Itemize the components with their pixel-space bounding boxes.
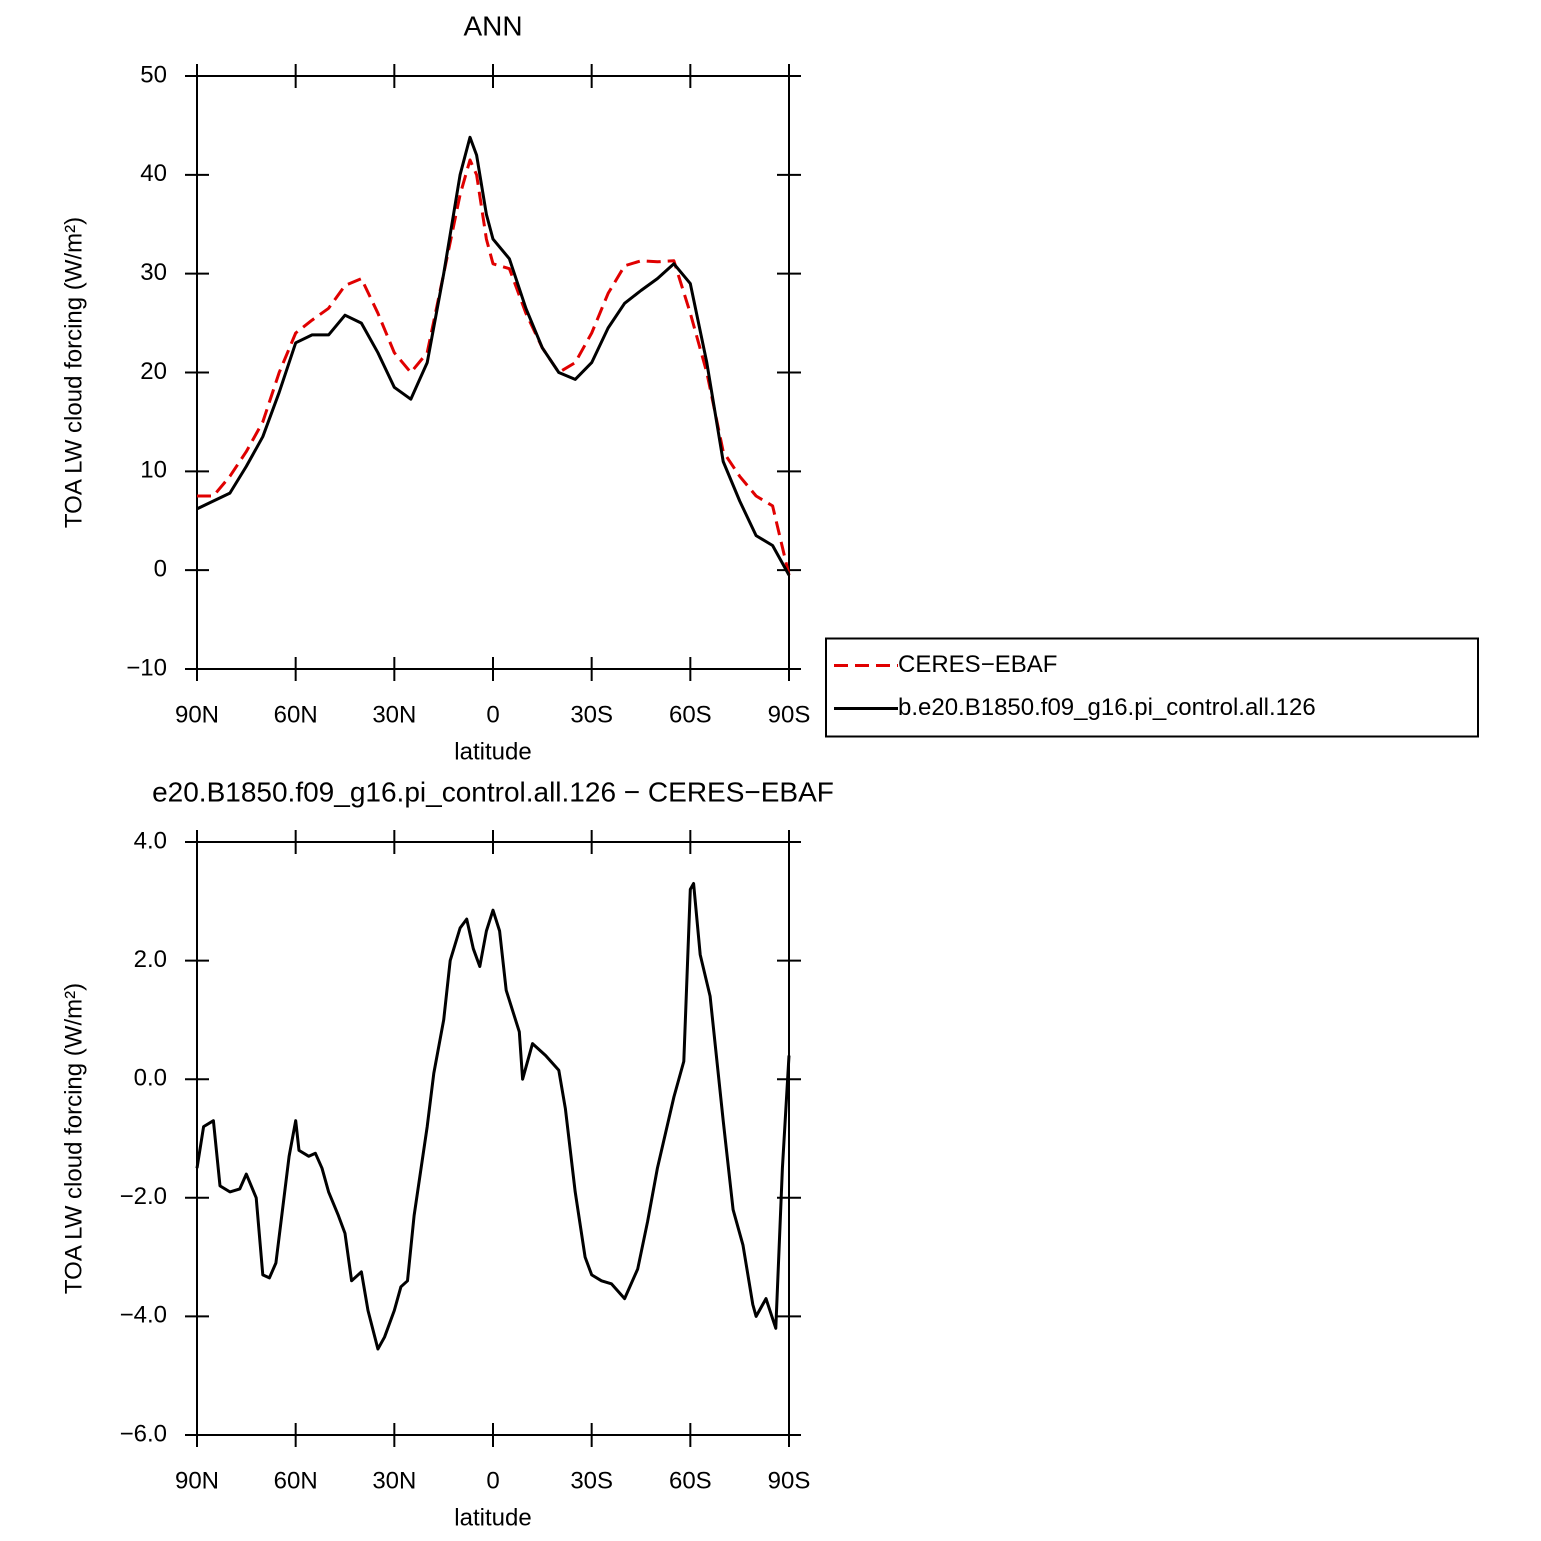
x-tick-label: 0 [486, 701, 499, 728]
y-tick-label: 10 [140, 457, 167, 484]
y-tick-label: 0.0 [134, 1065, 167, 1092]
y-tick-label: −4.0 [120, 1302, 167, 1329]
x-tick-label: 90N [175, 1467, 219, 1494]
x-tick-label: 30N [372, 1467, 416, 1494]
data-line [195, 882, 791, 1351]
y-tick-label: 2.0 [134, 946, 167, 973]
x-tick-label: 60N [274, 1467, 318, 1494]
legend-label: CERES−EBAF [898, 651, 1057, 678]
data-line [196, 135, 791, 576]
y-tick-label: 40 [140, 160, 167, 187]
y-tick-label: 30 [140, 259, 167, 286]
x-axis-label: latitude [454, 1504, 531, 1531]
x-tick-label: 60N [274, 701, 318, 728]
y-tick-label: −6.0 [120, 1420, 167, 1447]
chart-title: ANN [463, 10, 522, 41]
y-tick-label: 0 [154, 556, 167, 583]
y-tick-label: 20 [140, 358, 167, 385]
y-axis-label: TOA LW cloud forcing (W/m²) [60, 983, 87, 1294]
chart-title: e20.B1850.f09_g16.pi_control.all.126 − C… [152, 776, 834, 807]
x-tick-label: 90S [768, 1467, 811, 1494]
x-tick-label: 60S [669, 1467, 712, 1494]
y-tick-label: 4.0 [134, 827, 167, 854]
y-tick-label: −10 [126, 654, 167, 681]
x-tick-label: 90S [768, 701, 811, 728]
legend-box [825, 637, 1479, 738]
x-tick-label: 0 [486, 1467, 499, 1494]
x-tick-label: 60S [669, 701, 712, 728]
x-axis-label: latitude [454, 738, 531, 765]
y-axis-label: TOA LW cloud forcing (W/m²) [60, 217, 87, 528]
y-tick-label: 50 [140, 61, 167, 88]
y-tick-label: −2.0 [120, 1183, 167, 1210]
plot-frame [196, 841, 790, 1436]
legend-label: b.e20.B1850.f09_g16.pi_control.all.126 [898, 694, 1316, 721]
x-tick-label: 30N [372, 701, 416, 728]
x-tick-label: 30S [570, 701, 613, 728]
data-line [197, 158, 791, 576]
x-tick-label: 30S [570, 1467, 613, 1494]
x-tick-label: 90N [175, 701, 219, 728]
